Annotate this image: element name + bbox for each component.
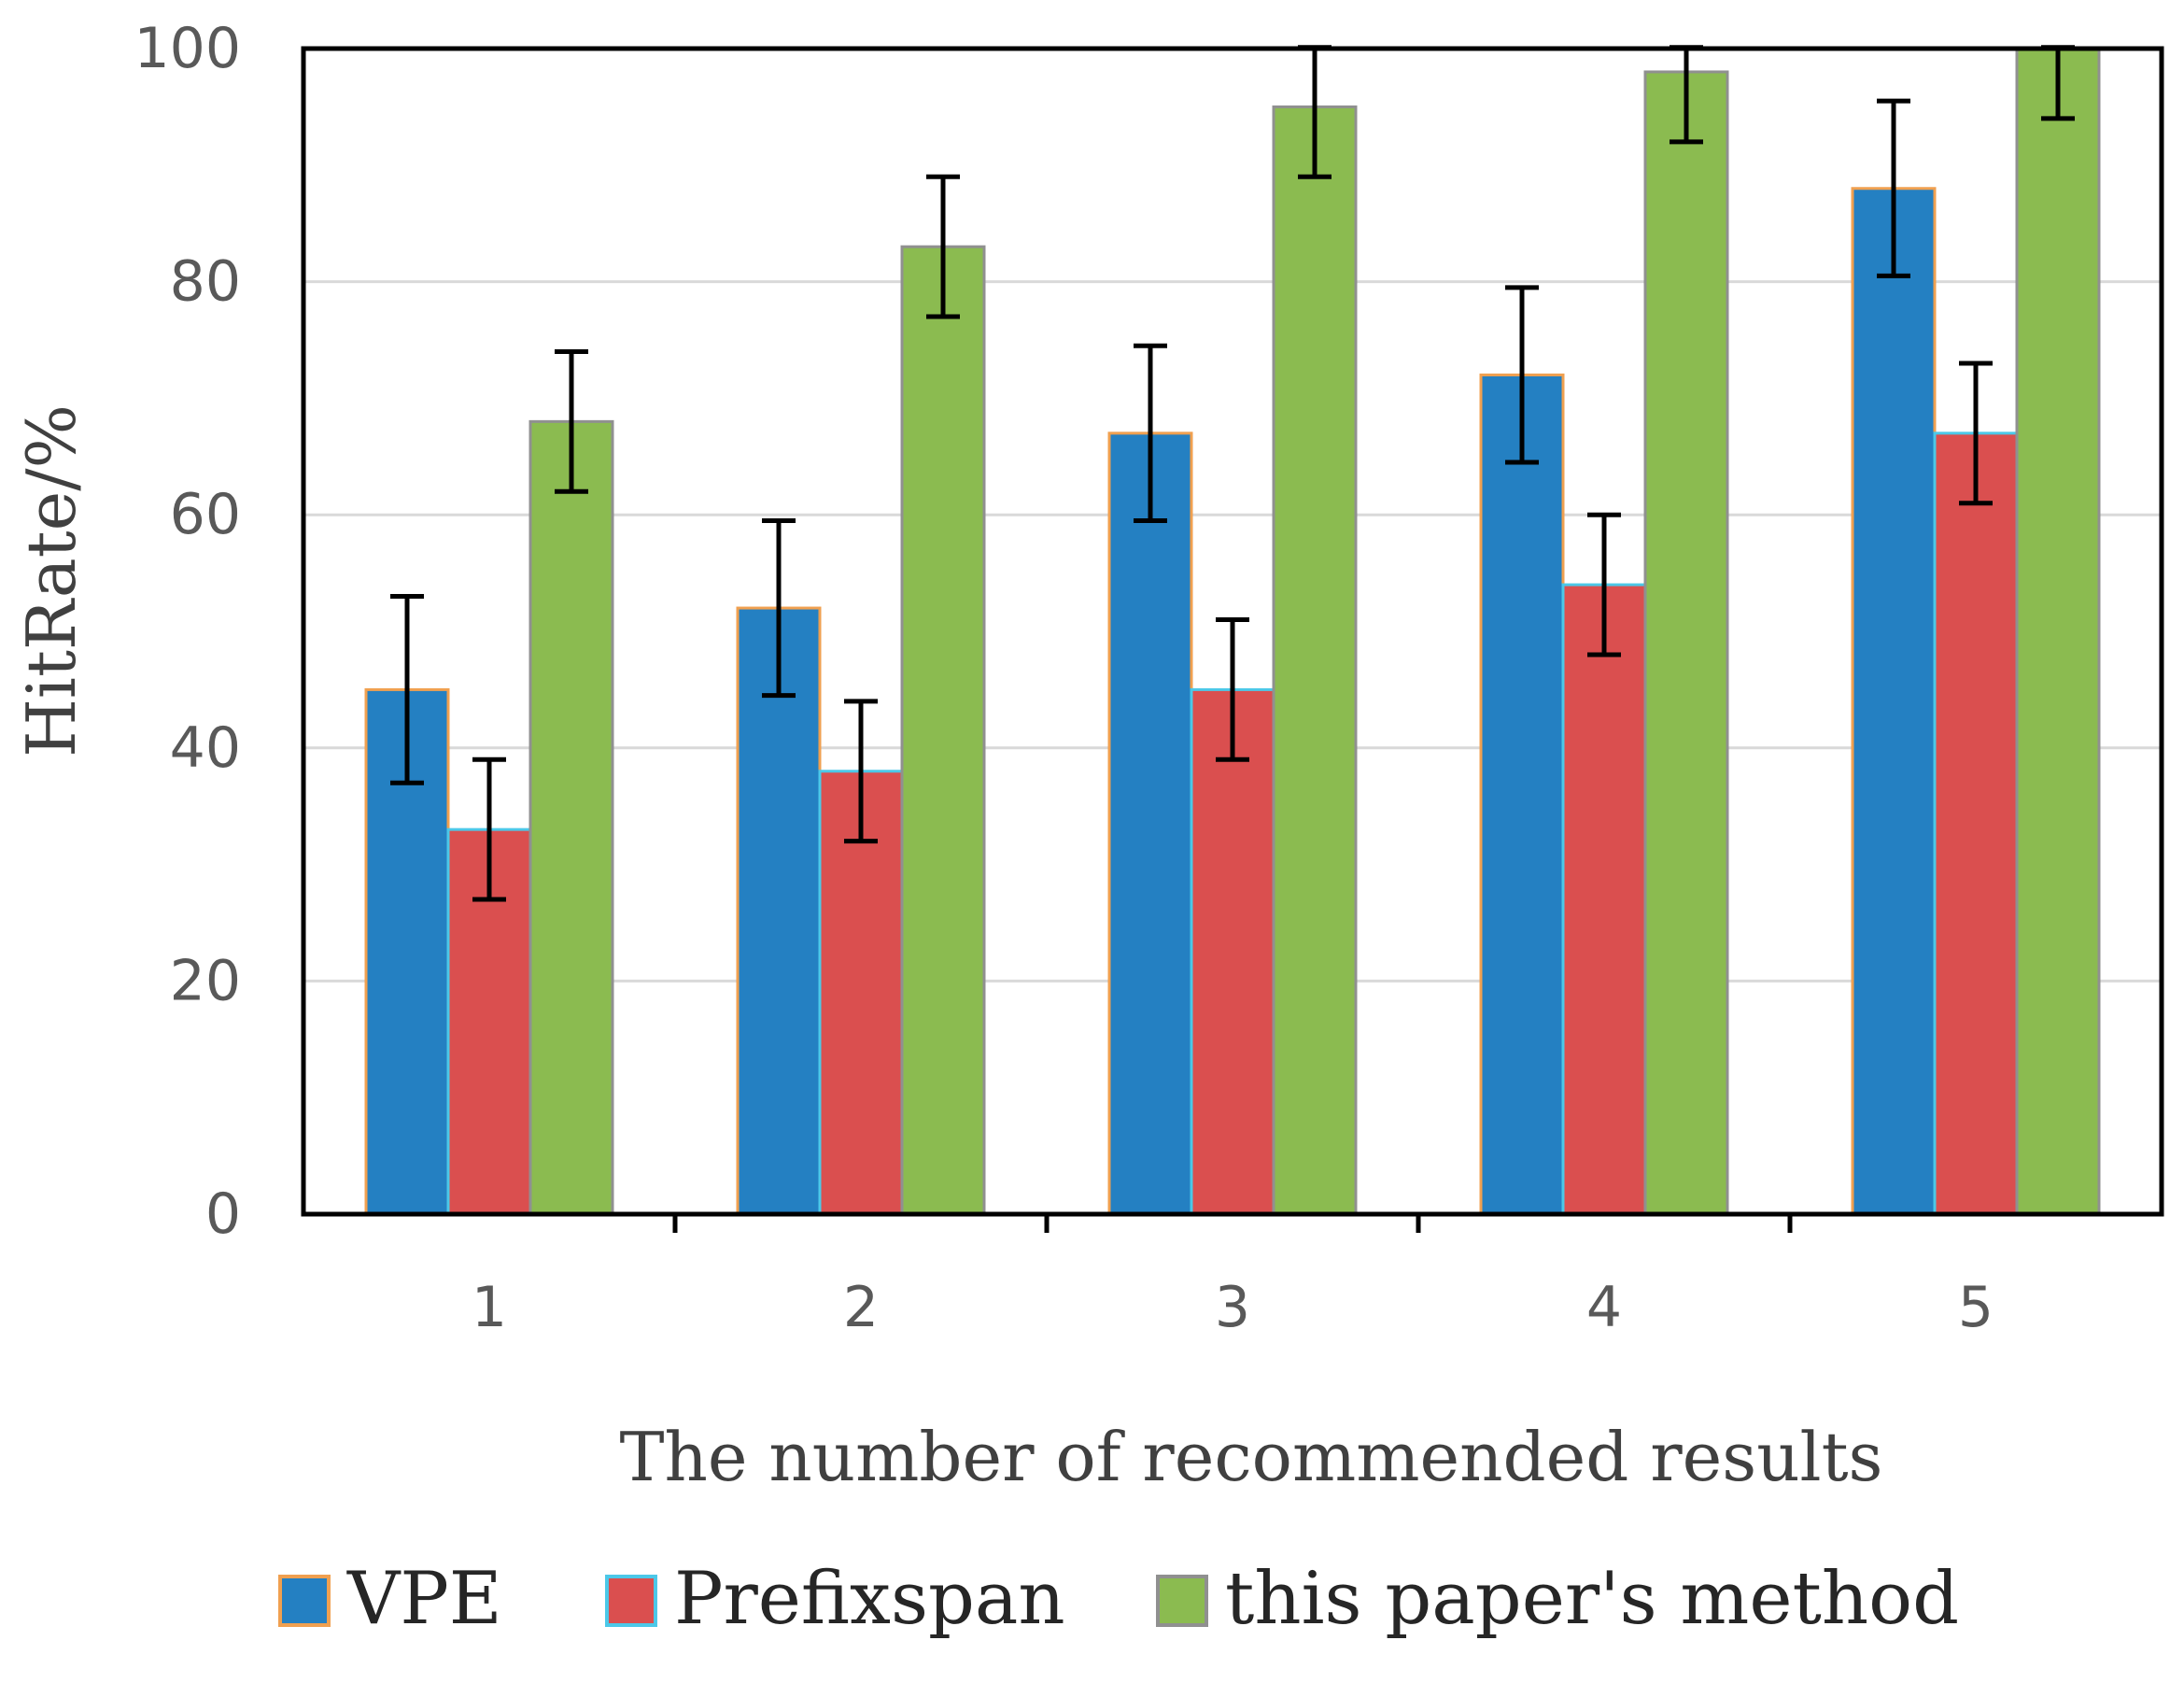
bar-vpe-4	[1479, 373, 1565, 1216]
legend-label: Prefixspan	[674, 1557, 1065, 1641]
error-bar	[926, 174, 960, 319]
x-tick-label: 1	[472, 1275, 507, 1340]
x-tick-labels: 1 2 3 4 5	[472, 1275, 1994, 1340]
error-bar	[1587, 512, 1621, 658]
y-tick-label: 100	[134, 16, 241, 81]
bar-prefixspan-5	[1933, 431, 2019, 1216]
y-tick-label: 0	[205, 1181, 241, 1247]
error-bars	[390, 45, 2075, 902]
y-tick-label: 80	[170, 249, 241, 315]
bar-this-paper-s-method-5	[2015, 47, 2101, 1216]
error-bar	[1959, 361, 1993, 506]
bar-this-paper-s-method-3	[1272, 105, 1358, 1216]
legend-item: VPE	[278, 1557, 502, 1641]
bars	[364, 47, 2101, 1216]
error-bar	[472, 757, 506, 902]
y-tick-label: 60	[170, 482, 241, 547]
bar-prefixspan-3	[1190, 687, 1275, 1216]
x-tick-label: 2	[843, 1275, 879, 1340]
y-tick-label: 20	[170, 948, 241, 1013]
bar-vpe-3	[1107, 431, 1193, 1216]
bar-this-paper-s-method-4	[1643, 70, 1729, 1216]
y-axis-title: HitRate/%	[12, 404, 91, 757]
x-axis-title: The number of recommended results	[620, 1418, 1883, 1496]
error-bar	[844, 699, 878, 844]
error-bar	[555, 348, 588, 494]
bar-this-paper-s-method-2	[900, 245, 986, 1216]
legend-swatch	[605, 1575, 657, 1627]
legend-swatch	[1156, 1575, 1208, 1627]
bar-this-paper-s-method-1	[528, 419, 614, 1216]
legend-item: Prefixspan	[605, 1557, 1065, 1641]
error-bar	[1505, 285, 1539, 465]
legend-swatch	[278, 1575, 331, 1627]
error-bar	[762, 517, 796, 699]
bar-prefixspan-4	[1561, 583, 1647, 1216]
error-bar	[390, 594, 424, 785]
legend-label: this paper's method	[1225, 1557, 1959, 1641]
y-tick-label: 40	[170, 715, 241, 781]
bar-vpe-2	[736, 606, 822, 1216]
legend-label: VPE	[346, 1557, 502, 1641]
legend: VPE Prefixspan this paper's method	[278, 1557, 1959, 1641]
error-bar	[1877, 98, 1910, 278]
error-bar	[1134, 343, 1167, 523]
axes	[301, 46, 2164, 1233]
x-tick-label: 3	[1215, 1275, 1250, 1340]
error-bar	[1216, 617, 1249, 762]
legend-item: this paper's method	[1156, 1557, 1959, 1641]
plot-frame	[301, 46, 2164, 1217]
bar-vpe-5	[1851, 187, 1937, 1216]
x-tick-label: 5	[1958, 1275, 1994, 1340]
y-tick-labels: 0 20 40 60 80 100	[134, 16, 241, 1247]
x-tick-label: 4	[1586, 1275, 1622, 1340]
